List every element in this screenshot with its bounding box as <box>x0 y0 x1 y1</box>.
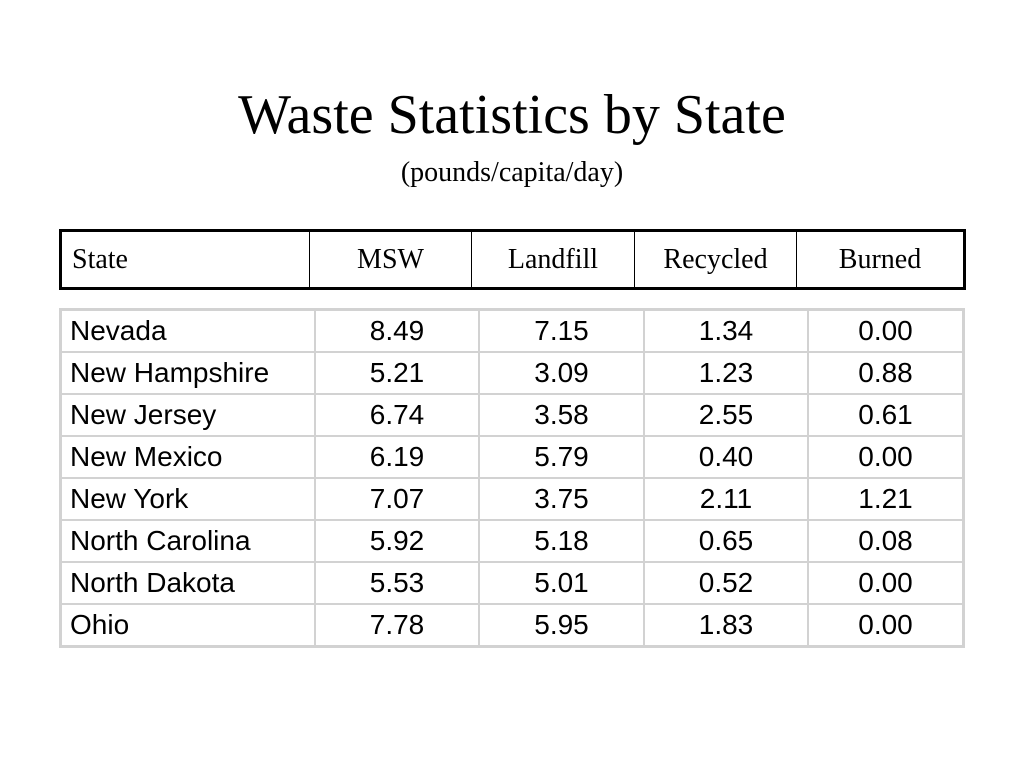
header-recycled: Recycled <box>635 232 797 287</box>
cell-recycled: 1.83 <box>643 603 809 648</box>
cell-msw: 5.53 <box>314 561 480 605</box>
header-state: State <box>62 232 310 287</box>
cell-landfill: 5.18 <box>478 519 645 563</box>
cell-msw: 7.07 <box>314 477 480 521</box>
cell-state: North Carolina <box>59 519 316 563</box>
header-burned: Burned <box>838 243 922 275</box>
cell-msw: 5.92 <box>314 519 480 563</box>
cell-burned: 0.00 <box>807 603 965 648</box>
cell-landfill: 5.01 <box>478 561 645 605</box>
cell-recycled: 0.65 <box>643 519 809 563</box>
cell-landfill: 3.58 <box>478 393 645 437</box>
table-row: New Jersey 6.74 3.58 2.55 0.61 <box>59 393 965 437</box>
cell-msw: 6.74 <box>314 393 480 437</box>
cell-burned: 0.00 <box>807 435 965 479</box>
cell-burned: 0.00 <box>807 308 965 353</box>
cell-state: Ohio <box>59 603 316 648</box>
cell-msw: 8.49 <box>314 308 480 353</box>
header-msw: MSW <box>310 232 472 287</box>
header-landfill: Landfill <box>472 232 635 287</box>
table-row: New Hampshire 5.21 3.09 1.23 0.88 <box>59 351 965 395</box>
page-subtitle: (pounds/capita/day) <box>400 157 624 188</box>
cell-landfill: 7.15 <box>478 308 645 353</box>
header-table: State MSW Landfill Recycled Burned <box>59 229 966 290</box>
cell-recycled: 1.34 <box>643 308 809 353</box>
cell-burned: 1.21 <box>807 477 965 521</box>
table-row: North Carolina 5.92 5.18 0.65 0.08 <box>59 519 965 563</box>
cell-burned: 0.61 <box>807 393 965 437</box>
data-table: Nevada 8.49 7.15 1.34 0.00 New Hampshire… <box>59 308 965 648</box>
cell-recycled: 1.23 <box>643 351 809 395</box>
cell-burned: 0.00 <box>807 561 965 605</box>
cell-state: North Dakota <box>59 561 316 605</box>
table-row: New York 7.07 3.75 2.11 1.21 <box>59 477 965 521</box>
table-row: Ohio 7.78 5.95 1.83 0.00 <box>59 603 965 648</box>
cell-msw: 5.21 <box>314 351 480 395</box>
cell-landfill: 5.79 <box>478 435 645 479</box>
cell-landfill: 3.09 <box>478 351 645 395</box>
cell-burned: 0.88 <box>807 351 965 395</box>
cell-recycled: 0.52 <box>643 561 809 605</box>
cell-msw: 7.78 <box>314 603 480 648</box>
cell-state: New Mexico <box>59 435 316 479</box>
table-row: Nevada 8.49 7.15 1.34 0.00 <box>59 308 965 353</box>
cell-landfill: 5.95 <box>478 603 645 648</box>
cell-state: New York <box>59 477 316 521</box>
cell-msw: 6.19 <box>314 435 480 479</box>
cell-state: New Hampshire <box>59 351 316 395</box>
cell-recycled: 2.55 <box>643 393 809 437</box>
table-row: North Dakota 5.53 5.01 0.52 0.00 <box>59 561 965 605</box>
cell-burned: 0.08 <box>807 519 965 563</box>
cell-recycled: 2.11 <box>643 477 809 521</box>
cell-state: Nevada <box>59 308 316 353</box>
cell-recycled: 0.40 <box>643 435 809 479</box>
cell-state: New Jersey <box>59 393 316 437</box>
page-title: Waste Statistics by State <box>238 84 786 146</box>
cell-landfill: 3.75 <box>478 477 645 521</box>
table-row: New Mexico 6.19 5.79 0.40 0.00 <box>59 435 965 479</box>
